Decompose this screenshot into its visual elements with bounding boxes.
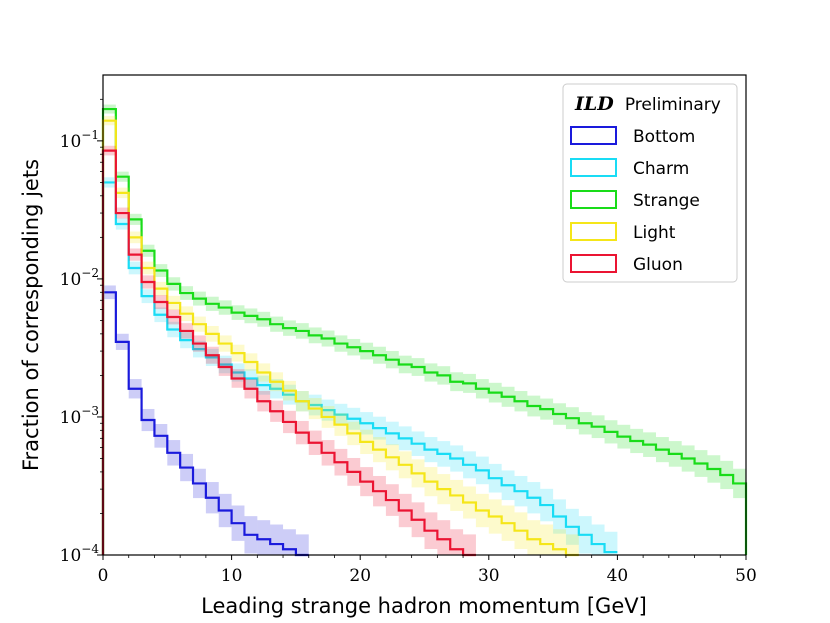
error-band xyxy=(257,520,271,555)
legend-swatch-strange xyxy=(570,190,617,209)
legend-label-charm: Charm xyxy=(633,159,689,179)
error-band xyxy=(270,524,284,555)
y-tick-label: 10−2 xyxy=(60,266,99,290)
legend-box xyxy=(562,83,738,283)
series-line-charm xyxy=(101,181,618,555)
error-band xyxy=(565,534,579,555)
legend-label-strange: Strange xyxy=(633,191,700,211)
error-band xyxy=(553,529,566,555)
series-bottom xyxy=(101,285,309,557)
x-axis-label: Leading strange hadron momentum [GeV] xyxy=(201,594,647,618)
legend-label-light: Light xyxy=(633,223,676,243)
x-tick-label: 40 xyxy=(607,566,629,586)
legend: ILD Preliminary Bottom Charm Strange Light G… xyxy=(562,83,738,283)
legend-swatch-charm xyxy=(570,158,617,177)
legend-title-ild: ILD xyxy=(574,93,614,115)
error-band xyxy=(283,529,296,555)
legend-title-preliminary: Preliminary xyxy=(625,95,721,115)
x-tick-label: 0 xyxy=(98,566,109,586)
error-band xyxy=(450,529,464,555)
y-tick-label: 10−3 xyxy=(60,404,99,428)
series-line-strange xyxy=(101,107,748,555)
y-axis: 10−4 10−3 10−2 10−1 xyxy=(60,128,103,566)
legend-swatch-bottom xyxy=(570,126,617,145)
series-charm xyxy=(101,177,618,555)
error-band xyxy=(591,524,605,555)
error-band xyxy=(527,520,541,555)
x-tick-label: 50 xyxy=(735,566,757,586)
legend-swatch-gluon xyxy=(570,254,617,273)
legend-swatch-light xyxy=(570,222,617,241)
y-tick-label: 10−1 xyxy=(60,128,99,152)
x-tick-label: 10 xyxy=(221,566,243,586)
series-light xyxy=(101,116,579,557)
axes-frame xyxy=(102,74,747,556)
legend-label-bottom: Bottom xyxy=(633,127,695,147)
error-band xyxy=(295,534,309,555)
series-line-bottom xyxy=(101,291,309,557)
series-layer xyxy=(101,104,748,557)
legend-title: ILD Preliminary xyxy=(574,93,721,115)
series-line-light xyxy=(101,119,579,557)
series-line-gluon xyxy=(101,149,476,557)
series-strange xyxy=(101,104,748,555)
error-band xyxy=(463,534,476,555)
y-axis-label: Fraction of corresponding jets xyxy=(19,159,43,471)
y-tick-label: 10−4 xyxy=(60,542,100,566)
x-axis: 0 10 20 30 40 50 xyxy=(98,555,757,586)
error-band xyxy=(540,524,554,555)
error-band xyxy=(437,520,451,555)
series-gluon xyxy=(101,145,476,557)
legend-label-gluon: Gluon xyxy=(633,255,683,275)
x-tick-label: 30 xyxy=(478,566,500,586)
x-tick-label: 20 xyxy=(349,566,371,586)
error-band xyxy=(604,531,618,555)
legend-entries: Bottom Charm Strange Light Gluon xyxy=(570,126,700,275)
